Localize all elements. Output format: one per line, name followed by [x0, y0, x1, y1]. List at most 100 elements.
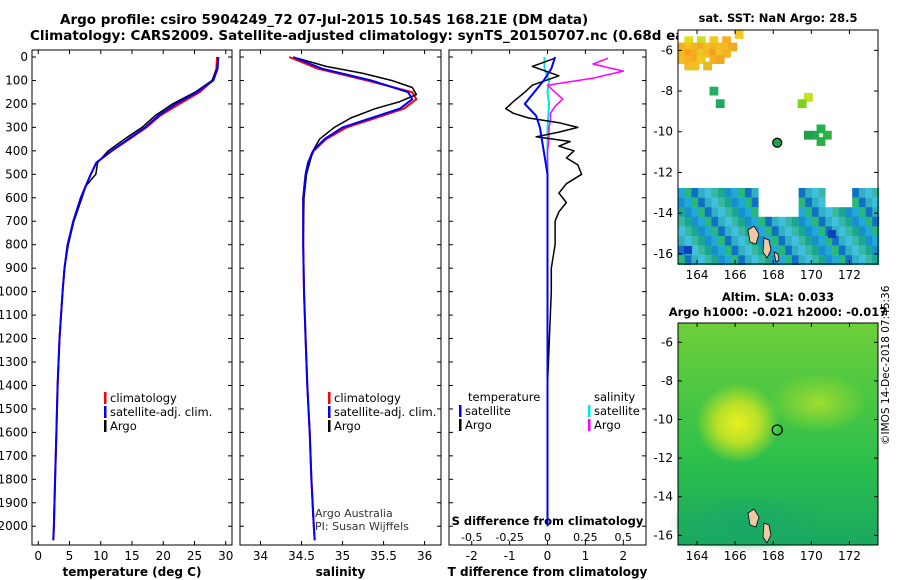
sst-pixel [745, 245, 752, 256]
sst-pixel [812, 188, 819, 198]
sst-pixel [778, 216, 786, 227]
sst-pixel [798, 197, 806, 208]
sst-pixel [852, 245, 860, 256]
sst-pixel [738, 216, 746, 227]
diff-temp-argo-line [505, 57, 583, 517]
sst-pixel [818, 236, 826, 246]
sst-pixel [715, 42, 725, 52]
sst-pixel [865, 245, 873, 256]
sst-pixel [678, 245, 685, 256]
sst-pixel [684, 188, 692, 198]
sst-pixel [731, 216, 739, 227]
map-x-tick-label: 168 [762, 549, 785, 563]
sst-pixel [738, 245, 746, 256]
sst-pixel [872, 236, 880, 246]
salinity-annotation-line2: PI: Susan Wijffels [315, 520, 409, 533]
sst-pixel [832, 236, 839, 246]
map-x-tick-label: 172 [838, 549, 861, 563]
temp-climatology-line [52, 56, 218, 541]
sst-pixel [798, 188, 806, 198]
sst-pixel [691, 216, 699, 227]
imos-timestamp: ©IMOS 14-Dec-2018 07:45:36 [880, 285, 892, 445]
sst-pixel [805, 245, 813, 256]
sst-pixel [771, 236, 779, 246]
sst-pixel [805, 226, 813, 237]
sst-pixel [785, 245, 793, 256]
sst-pixel [678, 226, 685, 237]
sst-pixel [865, 188, 873, 198]
sst-pixel [845, 245, 853, 256]
sst-pixel [718, 207, 726, 217]
sst-pixel [812, 207, 819, 217]
sst-pixel [812, 236, 819, 246]
sst-pixel [791, 236, 799, 246]
sst-pixel [704, 236, 712, 246]
map-y-tick-label: -12 [653, 165, 673, 179]
map-x-tick-label: 168 [762, 268, 785, 282]
map-x-tick-label: 172 [838, 268, 861, 282]
x-tick-label: 1 [582, 549, 590, 563]
s-tick-label: 0 [544, 531, 551, 544]
sst-pixel [731, 236, 739, 246]
sst-pixel [724, 216, 732, 227]
sst-pixel [765, 226, 772, 237]
sst-pixel [698, 226, 705, 237]
legend-swatch-sal [328, 392, 331, 404]
sst-pixel [731, 188, 739, 198]
map-y-tick-label: -16 [653, 528, 673, 542]
sst-pixel [684, 216, 692, 227]
temp-argo-line [53, 58, 220, 517]
sst-pixel [745, 236, 752, 246]
diff-legend-right-title: salinity [594, 390, 635, 404]
sst-pixel [832, 255, 839, 265]
sst-pixel [691, 207, 699, 217]
sst-pixel [684, 207, 692, 217]
sst-map-frame [677, 29, 879, 265]
sst-pixel [825, 255, 833, 265]
x-tick-label: 20 [156, 549, 171, 563]
sst-pixel [816, 124, 826, 134]
x-axis-title-salinity-profile: salinity [316, 565, 366, 579]
sst-pixel [696, 42, 706, 52]
sst-pixel [872, 216, 880, 227]
sst-pixel [715, 55, 725, 65]
depth-tick-label: 600 [5, 191, 28, 205]
sst-pixel [738, 255, 746, 265]
legend-label-diff-sal: satellite [594, 404, 640, 418]
sst-pixel [690, 42, 700, 52]
map-y-tick-label: -8 [661, 374, 673, 388]
sst-pixel [690, 48, 700, 58]
sst-pixel [872, 197, 880, 208]
sst-pixel [818, 207, 826, 217]
sst-pixel [825, 236, 833, 246]
sst-pixel [822, 130, 832, 140]
depth-tick-label: 1500 [0, 402, 28, 416]
legend-label-diff-temp: Argo [465, 418, 492, 432]
title-line-2: Climatology: CARS2009. Satellite-adjuste… [30, 28, 723, 44]
depth-tick-label: 400 [5, 144, 28, 158]
sst-pixel [758, 226, 766, 237]
depth-tick-label: 1400 [0, 378, 28, 392]
sst-pixel [745, 255, 752, 265]
x-tick-label: 34 [253, 549, 268, 563]
sst-pixel [785, 236, 793, 246]
sst-pixel [718, 245, 726, 256]
sst-pixel [872, 226, 880, 237]
sst-pixel [805, 236, 813, 246]
legend-label-temp: Argo [110, 419, 137, 433]
sst-pixel [818, 226, 826, 237]
sst-pixel [858, 236, 866, 246]
salinity-annotation-line1: Argo Australia [315, 507, 393, 520]
sst-pixel [838, 207, 846, 217]
sst-pixel [703, 61, 713, 71]
sst-pixel [704, 245, 712, 256]
sst-pixel [704, 255, 712, 265]
sst-pixel [858, 188, 866, 198]
sst-pixel [791, 255, 799, 265]
sst-pixel [832, 207, 839, 217]
sst-pixel [832, 216, 839, 227]
legend-swatch-diff-sal [588, 405, 591, 417]
sst-pixel [858, 197, 866, 208]
x-tick-label: 0 [34, 549, 42, 563]
sst-pixel [745, 197, 752, 208]
